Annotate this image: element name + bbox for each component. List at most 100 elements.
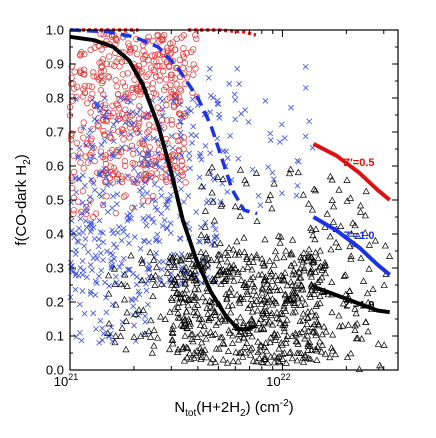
scatter-point-triangle bbox=[270, 329, 278, 337]
scatter-point-cross bbox=[122, 119, 129, 126]
scatter-point-triangle bbox=[277, 233, 285, 240]
scatter-point-cross bbox=[154, 231, 161, 238]
scatter-point-triangle bbox=[281, 321, 289, 328]
scatter-point-circle bbox=[135, 103, 143, 110]
scatter-point-circle bbox=[178, 162, 185, 169]
scatter-point-triangle bbox=[285, 349, 294, 356]
scatter-point-triangle bbox=[316, 299, 324, 306]
scatter-point-cross bbox=[106, 283, 113, 289]
scatter-point-cross bbox=[124, 266, 131, 273]
scatter-point-triangle bbox=[278, 310, 287, 318]
scatter-point-triangle bbox=[223, 359, 232, 366]
scatter-point-triangle bbox=[236, 212, 244, 220]
scatter-point-cross bbox=[154, 207, 161, 213]
scatter-point-triangle bbox=[313, 346, 321, 354]
scatter-point-triangle bbox=[283, 316, 291, 323]
scatter-point-cross bbox=[176, 177, 183, 184]
scatter-point-triangle bbox=[307, 273, 316, 280]
scatter-point-cross bbox=[128, 131, 134, 138]
scatter-point-cross bbox=[143, 135, 150, 142]
scatter-point-circle bbox=[80, 134, 87, 141]
scatter-point-triangle bbox=[328, 196, 336, 204]
scatter-point-cross bbox=[207, 109, 214, 115]
scatter-point-triangle bbox=[171, 275, 179, 283]
scatter-point-triangle bbox=[196, 344, 204, 352]
scatter-point-cross bbox=[110, 230, 117, 237]
scatter-point-triangle bbox=[150, 342, 158, 349]
scatter-point-triangle bbox=[280, 327, 289, 335]
scatter-point-circle bbox=[115, 115, 122, 123]
scatter-point-triangle bbox=[268, 309, 276, 316]
scatter-point-circle bbox=[113, 100, 120, 108]
scatter-point-cross bbox=[77, 264, 84, 271]
scatter-point-cross bbox=[131, 234, 138, 240]
scatter-point-cross bbox=[108, 257, 114, 264]
x-label-main: N bbox=[174, 399, 185, 416]
scatter-point-triangle bbox=[312, 302, 320, 309]
scatter-point-circle bbox=[69, 185, 76, 192]
scatter-point-triangle bbox=[250, 300, 258, 307]
scatter-point-triangle bbox=[199, 348, 207, 356]
scatter-point-triangle bbox=[168, 328, 177, 335]
scatter-point-triangle bbox=[203, 233, 211, 240]
scatter-point-triangle bbox=[225, 288, 234, 295]
scatter-point-triangle bbox=[193, 308, 202, 316]
scatter-point-cross bbox=[160, 258, 167, 265]
scatter-point-circle bbox=[98, 79, 106, 87]
scatter-point-triangle bbox=[208, 331, 216, 338]
scatter-point-triangle bbox=[117, 332, 125, 339]
scatter-point-triangle bbox=[296, 264, 304, 272]
scatter-point-triangle bbox=[157, 312, 165, 320]
scatter-point-triangle bbox=[253, 251, 261, 258]
scatter-point-triangle bbox=[220, 277, 228, 284]
scatter-point-cross bbox=[125, 118, 132, 125]
scatter-point-triangle bbox=[365, 265, 373, 272]
scatter-point-triangle bbox=[307, 307, 316, 315]
scatter-point-triangle bbox=[380, 281, 388, 288]
scatter-point-cross bbox=[125, 110, 132, 116]
scatter-point-cross bbox=[79, 258, 86, 264]
scatter-point-cross bbox=[104, 209, 111, 215]
scatter-point-triangle bbox=[217, 333, 225, 341]
scatter-point-cross bbox=[76, 230, 82, 237]
scatter-point-triangle bbox=[305, 200, 313, 207]
scatter-point-triangle bbox=[192, 294, 201, 301]
scatter-point-cross bbox=[185, 105, 192, 112]
scatter-point-triangle bbox=[282, 335, 290, 343]
scatter-point-cross bbox=[101, 137, 108, 144]
scatter-point-triangle bbox=[311, 312, 319, 320]
scatter-point-circle bbox=[160, 86, 168, 94]
scatter-point-triangle bbox=[274, 276, 282, 283]
scatter-point-cross bbox=[135, 288, 142, 295]
scatter-point-triangle bbox=[260, 277, 268, 285]
scatter-point-triangle bbox=[264, 319, 272, 327]
scatter-point-cross bbox=[161, 217, 168, 224]
scatter-point-triangle bbox=[232, 348, 240, 356]
scatter-point-triangle bbox=[272, 333, 280, 340]
scatter-point-circle bbox=[136, 119, 143, 127]
scatter-point-circle bbox=[177, 87, 185, 94]
scatter-point-cross bbox=[193, 132, 199, 139]
scatter-point-cross bbox=[265, 164, 272, 170]
scatter-point-triangle bbox=[184, 296, 192, 303]
scatter-point-triangle bbox=[345, 287, 354, 294]
scatter-point-triangle bbox=[275, 353, 283, 360]
scatter-point-cross bbox=[96, 170, 103, 177]
scatter-point-triangle bbox=[164, 263, 172, 270]
scatter-point-circle bbox=[126, 124, 134, 131]
scatter-point-cross bbox=[77, 215, 84, 222]
scatter-point-triangle bbox=[168, 325, 177, 332]
scatter-point-circle bbox=[180, 134, 188, 141]
scatter-point-triangle bbox=[255, 271, 263, 278]
scatter-point-triangle bbox=[259, 358, 267, 366]
y-tick-label: 0.1 bbox=[46, 329, 64, 344]
scatter-point-triangle bbox=[118, 324, 126, 331]
scatter-point-triangle bbox=[310, 185, 318, 192]
scatter-point-triangle bbox=[186, 252, 194, 259]
x-tick-exp: 21 bbox=[68, 372, 78, 382]
scatter-point-triangle bbox=[250, 287, 258, 294]
scatter-point-triangle bbox=[278, 341, 286, 348]
scatter-point-cross bbox=[152, 204, 159, 211]
scatter-point-triangle bbox=[284, 296, 292, 304]
scatter-point-cross bbox=[278, 121, 285, 128]
